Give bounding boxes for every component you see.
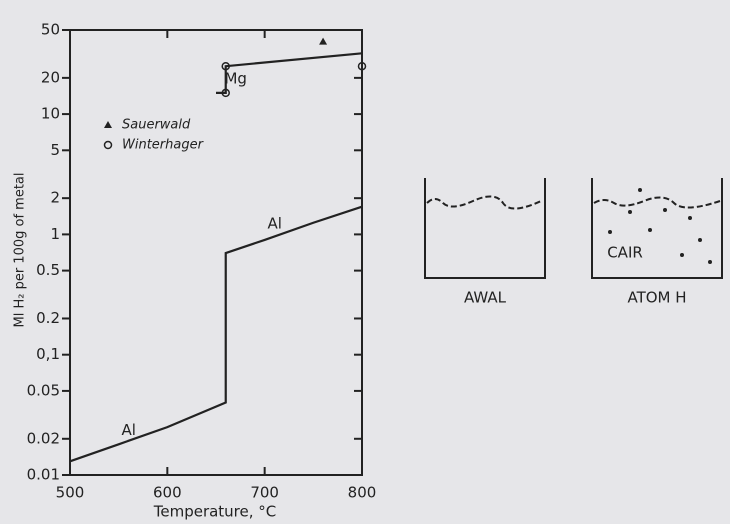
paper [0, 0, 730, 524]
y-tick-label: 0.2 [36, 309, 60, 327]
line-label: Al [267, 214, 281, 232]
x-tick-label: 600 [153, 484, 182, 502]
y-tick-label: 0.05 [27, 381, 60, 399]
y-tick-label: 0.5 [36, 261, 60, 279]
y-tick-label: 1 [50, 225, 60, 243]
y-tick-label: 0,1 [36, 345, 60, 363]
line-label: Mg [224, 69, 246, 87]
y-tick-label: 5 [50, 141, 60, 159]
page: Temperature, °C Ml H₂ per 100g of metal … [0, 0, 730, 524]
y-axis-label: Ml H₂ per 100g of metal [13, 172, 28, 327]
y-tick-label: 20 [41, 68, 60, 86]
y-tick-label: 2 [50, 189, 60, 207]
line-label: Al [121, 421, 135, 439]
liquid-label: CAIR [607, 244, 643, 262]
beaker-label: ATOM H [627, 289, 686, 307]
x-tick-label: 700 [250, 484, 279, 502]
y-tick-label: 50 [41, 21, 60, 39]
y-tick-label: 0.01 [27, 466, 60, 484]
x-tick-label: 500 [56, 484, 85, 502]
x-axis-label: Temperature, °C [153, 503, 277, 521]
x-tick-label: 800 [348, 484, 377, 502]
legend-label: Winterhager [122, 138, 205, 153]
y-tick-label: 10 [41, 105, 60, 123]
beaker-label: AWAL [464, 289, 507, 307]
legend-label: Sauerwald [122, 118, 191, 133]
y-tick-label: 0.02 [27, 429, 60, 447]
